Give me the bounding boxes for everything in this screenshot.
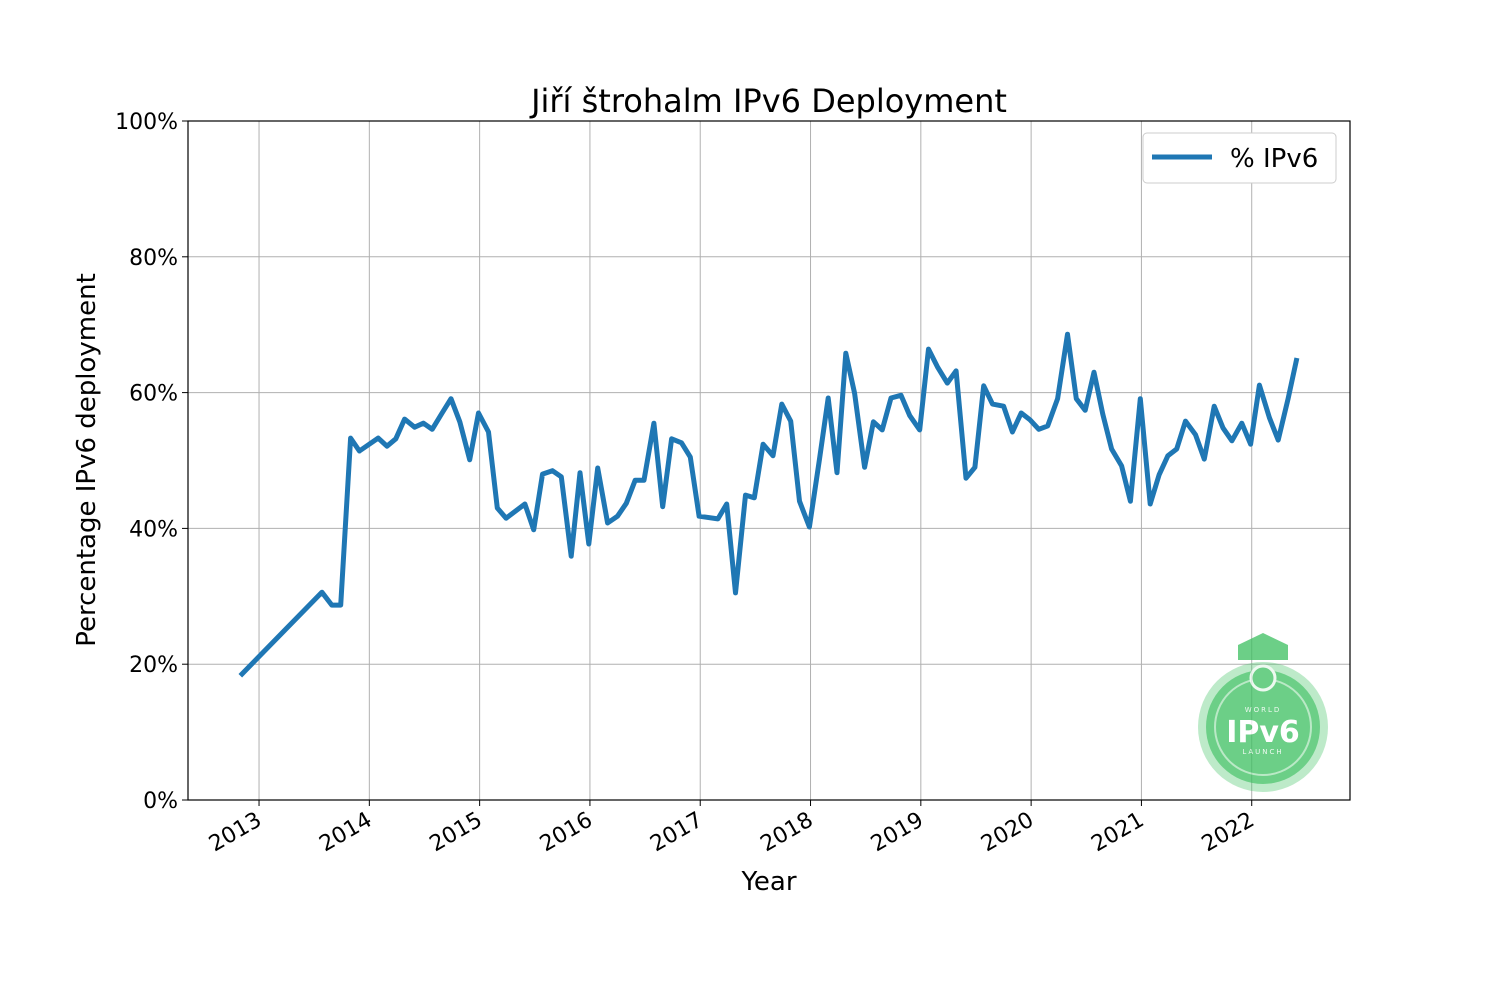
x-axis-label: Year [740,867,796,897]
y-tick-label: 60% [129,382,178,407]
y-tick-label: 80% [129,246,178,271]
y-tick-label: 40% [129,517,178,542]
plot-frame [187,120,1351,801]
logo-text-launch: LAUNCH [1242,748,1283,756]
y-tick-label: 20% [129,653,178,678]
chart-title: Jiří štrohalm IPv6 Deployment [529,82,1007,120]
logo-text-ipv6: IPv6 [1226,715,1300,750]
logo-lock-shackle [1238,633,1288,660]
y-axis-label: Percentage IPv6 deployment [72,273,102,647]
y-axis: 0% 20% 40% 60% 80% 100% [115,110,188,814]
legend-label: % IPv6 [1230,144,1318,174]
y-tick-label: 100% [115,110,178,135]
legend-box [1142,132,1337,184]
logo-disc [1206,670,1320,784]
legend: % IPv6 [1142,132,1337,184]
logo-text-world: WORLD [1245,706,1282,714]
y-tick-label: 0% [143,789,178,814]
series-line-ipv6 [238,331,1300,678]
globe-icon [1249,664,1277,692]
world-ipv6-launch-logo: WORLD IPv6 LAUNCH [1198,633,1328,792]
series-layer [238,331,1300,678]
